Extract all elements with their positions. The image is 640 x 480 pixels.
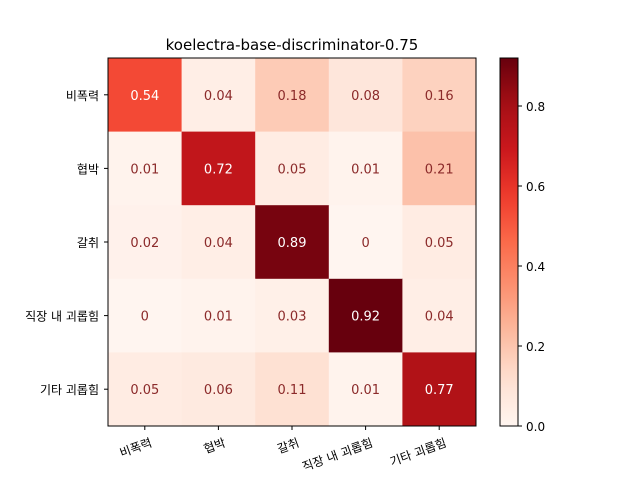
heatmap-cell [328,352,403,427]
cell-value-label: 0.54 [130,89,159,104]
heatmap-cell [402,131,477,206]
y-tick-label: 협박 [77,162,99,176]
cell-value-label: 0.04 [425,310,454,325]
x-axis: 비폭력 협박 갈취 직장 내 괴롭힘 기타 괴롭힘 [118,426,448,474]
heatmap-cell [181,278,256,353]
x-tick-label: 직장 내 괴롭힘 [300,436,374,474]
x-tick-label: 기타 괴롭힘 [388,436,448,469]
y-tick-label: 비폭력 [66,89,99,103]
cell-value-label: 0.01 [204,310,233,325]
cell-value-label: 0.06 [204,383,233,398]
cell-value-label: 0.01 [130,162,159,177]
heatmap-cell [108,58,183,133]
x-tick-label: 비폭력 [118,436,154,460]
heatmap-cell [181,131,256,206]
heatmap-cell [108,352,183,427]
cell-value-label: 0.03 [278,310,307,325]
cell-value-label: 0 [361,236,369,251]
cell-value-label: 0.04 [204,236,233,251]
heatmap-cell [255,278,330,353]
heatmap-cell [328,58,403,133]
cell-value-label: 0.18 [278,89,307,104]
heatmap-cell [402,58,477,133]
colorbar: 0.0 0.2 0.4 0.6 0.8 [499,57,545,434]
heatmap-cell [181,205,256,280]
cell-value-label: 0.89 [278,236,307,251]
colorbar-tick-label: 0.4 [526,260,545,274]
cell-value-label: 0.01 [351,383,380,398]
y-tick-label: 기타 괴롭힘 [40,383,99,397]
colorbar-gradient [499,57,519,427]
heatmap-cell [108,205,183,280]
cell-value-label: 0.02 [130,236,159,251]
cell-value-label: 0.11 [278,383,307,398]
cell-value-label: 0 [141,310,149,325]
cell-value-label: 0.04 [204,89,233,104]
cell-value-label: 0.08 [351,89,380,104]
cell-value-label: 0.21 [425,162,454,177]
colorbar-tick-label: 0.6 [526,180,545,194]
heatmap-cell [255,58,330,133]
cell-value-label: 0.05 [278,162,307,177]
heatmap-cell [328,205,403,280]
heatmap-cell [402,278,477,353]
heatmap-cell [255,352,330,427]
colorbar-tick-label: 0.8 [526,100,545,114]
cell-value-label: 0.05 [425,236,454,251]
heatmap-cell [402,205,477,280]
heatmap-cell [328,278,403,353]
y-tick-label: 갈취 [77,236,99,250]
heatmap-cell [108,131,183,206]
chart-title: koelectra-base-discriminator-0.75 [166,36,419,54]
y-tick-label: 직장 내 괴롭힘 [25,310,99,324]
cell-value-label: 0.16 [425,89,454,104]
heatmap-cell [181,352,256,427]
heatmap-cells: 0.54 0.04 0.18 0.08 0.16 0.01 0.72 0.05 0.01 0.21… [108,58,477,427]
cell-value-label: 0.92 [351,310,380,325]
heatmap-cell [108,278,183,353]
x-tick-label: 갈취 [275,436,301,457]
heatmap-cell [181,58,256,133]
heatmap-cell [402,352,477,427]
colorbar-tick-label: 0.2 [526,340,545,354]
heatmap-cell [255,205,330,280]
heatmap-cell [328,131,403,206]
cell-value-label: 0.01 [351,162,380,177]
cell-value-label: 0.77 [425,383,454,398]
heatmap-cell [255,131,330,206]
cell-value-label: 0.05 [130,383,159,398]
x-tick-label: 협박 [202,436,228,457]
colorbar-tick-label: 0.0 [526,420,545,434]
cell-value-label: 0.72 [204,162,233,177]
